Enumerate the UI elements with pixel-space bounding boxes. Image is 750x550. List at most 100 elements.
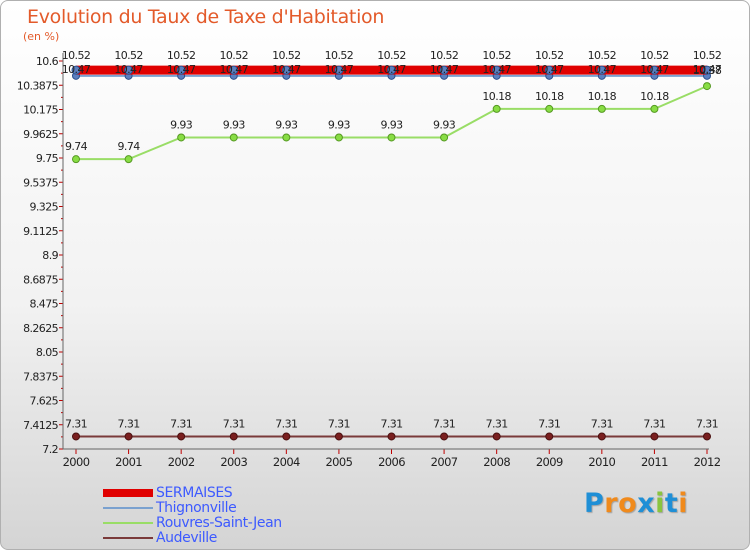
data-point-sermaises <box>281 65 291 75</box>
data-point-audeville <box>177 432 186 441</box>
data-label-rouvres-saint-jean: 10.18 <box>588 90 617 103</box>
y-tick-label: 9.5375 <box>23 176 58 189</box>
data-label-thignonville: 10.47 <box>377 63 406 76</box>
data-label-audeville: 7.31 <box>223 417 245 430</box>
data-point-audeville <box>334 432 343 441</box>
legend-item-rouvres-saint-jean[interactable]: Rouvres-Saint-Jean <box>103 515 363 531</box>
x-tick-label: 2001 <box>115 455 142 469</box>
y-tick-label: 7.625 <box>30 395 59 408</box>
data-point-audeville <box>282 432 291 441</box>
legend-label-thignonville: Thignonville <box>156 500 237 516</box>
legend-swatch-thignonville <box>103 507 153 509</box>
logo-letter: o <box>618 488 638 519</box>
data-label-rouvres-saint-jean: 10.18 <box>482 90 511 103</box>
logo-letter: P <box>584 488 605 519</box>
data-label-sermaises: 10.52 <box>482 49 511 62</box>
data-point-sermaises <box>702 65 712 75</box>
x-tick-label: 2000 <box>63 455 90 469</box>
data-label-thignonville: 10.47 <box>588 63 617 76</box>
data-label-audeville: 7.31 <box>643 417 665 430</box>
legend-item-sermaises[interactable]: SERMAISES <box>103 485 363 501</box>
data-label-thignonville: 10.47 <box>325 63 354 76</box>
legend: SERMAISES Thignonville Rouvres-Saint-Jea… <box>103 485 363 546</box>
data-point-audeville <box>650 432 659 441</box>
data-label-rouvres-saint-jean: 10.38 <box>693 64 722 77</box>
data-label-thignonville: 10.47 <box>62 63 91 76</box>
y-tick-label: 10.3875 <box>17 79 59 92</box>
data-label-thignonville: 10.47 <box>272 63 301 76</box>
legend-swatch-sermaises <box>103 489 153 497</box>
data-label-sermaises: 10.52 <box>693 49 722 62</box>
data-point-rouvres-saint-jean <box>334 133 343 142</box>
data-point-rouvres-saint-jean <box>440 133 449 142</box>
data-label-rouvres-saint-jean: 9.74 <box>118 140 141 153</box>
data-point-rouvres-saint-jean <box>177 133 186 142</box>
y-tick-label: 9.325 <box>30 201 59 214</box>
data-label-audeville: 7.31 <box>118 417 140 430</box>
data-point-rouvres-saint-jean <box>650 104 659 113</box>
data-point-audeville <box>492 432 501 441</box>
data-label-rouvres-saint-jean: 9.74 <box>65 140 88 153</box>
data-label-thignonville: 10.47 <box>482 63 511 76</box>
data-label-thignonville: 10.47 <box>640 63 669 76</box>
data-label-sermaises: 10.52 <box>272 49 301 62</box>
data-point-audeville <box>597 432 606 441</box>
data-point-sermaises <box>597 65 607 75</box>
data-label-audeville: 7.31 <box>65 417 87 430</box>
logo-letter: i <box>678 488 689 519</box>
data-label-audeville: 7.31 <box>486 417 508 430</box>
data-point-audeville <box>72 432 80 441</box>
legend-item-audeville[interactable]: Audeville <box>103 530 363 546</box>
data-label-sermaises: 10.52 <box>62 49 91 62</box>
logo-letter: r <box>604 488 619 519</box>
data-label-rouvres-saint-jean: 9.93 <box>328 118 351 131</box>
x-tick-label: 2006 <box>378 455 405 469</box>
data-label-audeville: 7.31 <box>170 417 192 430</box>
y-tick-label: 10.175 <box>23 104 58 117</box>
x-tick-label: 2012 <box>694 455 721 469</box>
y-tick-label: 10.6 <box>36 55 59 68</box>
y-tick-label: 8.475 <box>30 298 59 311</box>
y-tick-label: 8.6875 <box>23 273 58 286</box>
data-label-audeville: 7.31 <box>696 417 718 430</box>
data-point-rouvres-saint-jean <box>545 104 554 113</box>
legend-item-thignonville[interactable]: Thignonville <box>103 500 363 516</box>
data-point-sermaises <box>439 65 449 75</box>
data-label-rouvres-saint-jean: 10.18 <box>535 90 564 103</box>
data-label-sermaises: 10.52 <box>167 49 196 62</box>
legend-label-sermaises: SERMAISES <box>156 485 233 501</box>
data-label-thignonville: 10.47 <box>114 63 143 76</box>
y-tick-label: 7.8375 <box>23 370 58 383</box>
data-label-sermaises: 10.52 <box>640 49 669 62</box>
data-label-thignonville: 10.47 <box>535 63 564 76</box>
data-label-rouvres-saint-jean: 9.93 <box>380 118 403 131</box>
data-point-rouvres-saint-jean <box>492 104 501 113</box>
data-label-thignonville: 10.47 <box>430 63 459 76</box>
data-label-sermaises: 10.52 <box>114 49 143 62</box>
data-point-sermaises <box>229 65 239 75</box>
proxiti-logo: Proxiti <box>584 488 688 519</box>
data-point-rouvres-saint-jean <box>597 104 606 113</box>
y-tick-label: 8.9 <box>42 249 58 262</box>
y-tick-label: 9.1125 <box>23 225 58 238</box>
data-point-audeville <box>545 432 554 441</box>
x-tick-label: 2003 <box>220 455 247 469</box>
data-label-audeville: 7.31 <box>591 417 613 430</box>
data-label-thignonville: 10.47 <box>693 63 722 76</box>
data-point-rouvres-saint-jean <box>229 133 238 142</box>
legend-swatch-rouvres-saint-jean <box>103 522 153 524</box>
data-point-audeville <box>124 432 133 441</box>
data-label-audeville: 7.31 <box>433 417 455 430</box>
y-tick-label: 9.9625 <box>23 128 58 141</box>
data-point-rouvres-saint-jean <box>703 82 711 91</box>
y-tick-label: 7.2 <box>42 443 58 456</box>
x-tick-label: 2008 <box>483 455 510 469</box>
legend-label-audeville: Audeville <box>156 530 217 546</box>
data-label-audeville: 7.31 <box>328 417 350 430</box>
y-tick-label: 8.2625 <box>23 322 58 335</box>
x-tick-label: 2004 <box>273 455 300 469</box>
data-point-audeville <box>229 432 238 441</box>
data-label-rouvres-saint-jean: 9.93 <box>170 118 193 131</box>
